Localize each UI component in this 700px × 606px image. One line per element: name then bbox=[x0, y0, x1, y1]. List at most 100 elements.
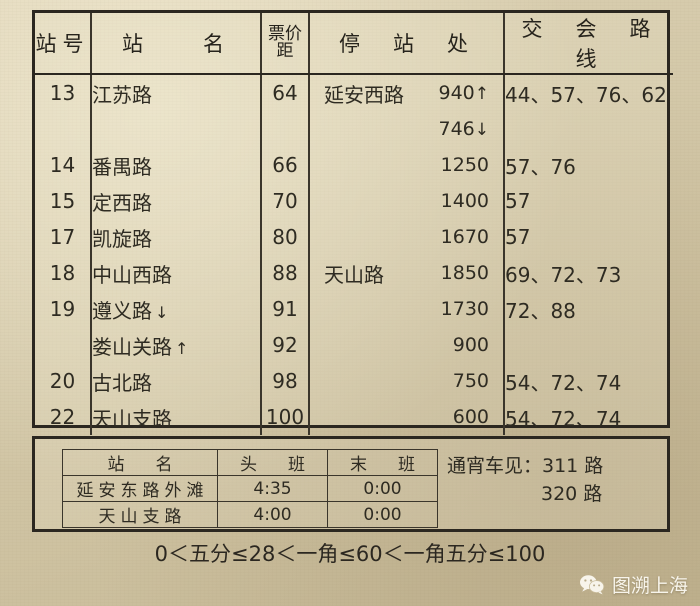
cell-station-no: 20 bbox=[35, 363, 92, 399]
station-name-text: 番禺路 bbox=[92, 154, 152, 179]
stop-location-name: 天山路 bbox=[324, 262, 384, 287]
cell-station-no: 14 bbox=[35, 147, 92, 183]
cell-stop-location: 746↓ bbox=[309, 111, 505, 147]
schedule-first-bus-time: 4:35 bbox=[217, 475, 328, 502]
cell-station-name: 中山西路 bbox=[91, 255, 262, 291]
cell-transfer-lines bbox=[504, 327, 673, 363]
header-transfer-lines: 交 会 路 线 bbox=[504, 13, 678, 75]
cell-transfer-lines: 57 bbox=[505, 189, 531, 213]
cell-stop-location: 1400 bbox=[309, 183, 505, 219]
stop-distance-number: 900 bbox=[452, 334, 489, 356]
first-last-bus-table: 站 名 头 班 末 班 延安东路外滩 4:35 0:00 天山支路 4:00 0:00 bbox=[62, 449, 438, 528]
stop-location-wrap: 延安西路 940↑ bbox=[310, 75, 503, 111]
schedule-header-last-bus: 末 班 bbox=[327, 449, 438, 476]
station-name-text: 中山西路 bbox=[92, 262, 172, 287]
stop-distance-number: 750 bbox=[452, 370, 489, 392]
header-stop-location: 停 站 处 bbox=[309, 13, 505, 75]
stop-distance-number: 1850 bbox=[440, 262, 489, 284]
stop-distance-value: 1400 bbox=[441, 190, 489, 212]
cell-fare-distance: 98 bbox=[261, 363, 310, 399]
stop-location-wrap: 1250 bbox=[310, 147, 503, 183]
cell-transfer-lines bbox=[504, 111, 673, 147]
night-service-line1: 通宵车见：311 路 bbox=[447, 455, 604, 477]
schedule-station-name: 天山支路 bbox=[62, 501, 218, 528]
cell-stop-location: 1670 bbox=[309, 219, 505, 255]
cell-transfer-lines: 44、57、76、62 bbox=[505, 82, 667, 107]
stop-distance-value: 1670 bbox=[441, 226, 489, 248]
station-name-text: 古北路 bbox=[92, 370, 152, 395]
cell-station-name: 天山支路 bbox=[91, 399, 262, 435]
table-row: 18 中山西路 88 天山路 1850 69、72、73 bbox=[35, 255, 673, 291]
distance-direction-arrow-icon: ↓ bbox=[474, 120, 489, 140]
header-station-no: 站号 bbox=[35, 13, 92, 75]
cell-fare-distance: 70 bbox=[261, 183, 310, 219]
cell-stop-location: 天山路 1850 bbox=[309, 255, 505, 291]
cell-stop-location: 600 bbox=[309, 399, 505, 435]
cell-station-no: 15 bbox=[35, 183, 92, 219]
table-row: 14 番禺路 66 1250 57、76 bbox=[35, 147, 673, 183]
stop-location-wrap: 天山路 1850 bbox=[310, 255, 503, 291]
night-service-note: 通宵车见：311 路 320 路 bbox=[447, 453, 603, 508]
stop-distance-value: 600 bbox=[453, 406, 489, 428]
stop-distance-number: 746 bbox=[438, 118, 475, 140]
route-table-frame: 站号 站 名 票价 距 停 站 处 交 会 路 线 13 江苏路 64 延安西路 940… bbox=[32, 10, 678, 435]
cell-station-name: 娄山关路 ↑ bbox=[91, 327, 262, 363]
stop-distance-number: 1400 bbox=[440, 190, 489, 212]
cell-transfer-lines: 72、88 bbox=[505, 298, 576, 323]
stop-location-wrap: 1670 bbox=[310, 219, 503, 255]
station-name-text: 天山支路 bbox=[92, 406, 172, 431]
cell-fare-distance: 88 bbox=[261, 255, 310, 291]
table-row: 746↓ bbox=[35, 111, 673, 147]
cell-stop-location: 900 bbox=[309, 327, 505, 363]
stop-location-wrap: 1730 bbox=[310, 291, 503, 327]
cell-station-name: 定西路 bbox=[91, 183, 262, 219]
cell-fare-distance bbox=[261, 111, 310, 147]
table-row: 15 定西路 70 1400 57 bbox=[35, 183, 673, 219]
stop-location-wrap: 750 bbox=[310, 363, 503, 399]
cell-stop-location: 1250 bbox=[309, 147, 505, 183]
cell-stop-location: 1730 bbox=[309, 291, 505, 327]
cell-station-no: 18 bbox=[35, 255, 92, 291]
stop-distance-number: 600 bbox=[452, 406, 489, 428]
stop-distance-value: 940↑ bbox=[438, 82, 489, 104]
header-station-name: 站 名 bbox=[91, 13, 262, 75]
cell-station-name: 番禺路 bbox=[91, 147, 262, 183]
stop-distance-value: 1850 bbox=[441, 262, 489, 284]
cell-transfer-lines: 57 bbox=[505, 225, 531, 249]
cell-transfer-lines: 54、72、74 bbox=[505, 370, 622, 395]
stop-distance-number: 1250 bbox=[440, 154, 489, 176]
table-row: 娄山关路 ↑ 92 900 bbox=[35, 327, 673, 363]
cell-transfer-lines: 57、76 bbox=[505, 154, 576, 179]
stop-location-wrap: 746↓ bbox=[310, 111, 503, 147]
cell-station-name bbox=[91, 111, 262, 147]
cell-stop-location: 延安西路 940↑ bbox=[309, 74, 505, 111]
schedule-row: 延安东路外滩 4:35 0:00 bbox=[62, 475, 438, 502]
cell-station-no bbox=[35, 111, 92, 147]
cell-fare-distance: 80 bbox=[261, 219, 310, 255]
table-row: 22 天山支路 100 600 54、72、74 bbox=[35, 399, 673, 435]
cell-fare-distance: 91 bbox=[261, 291, 310, 327]
cell-station-name: 古北路 bbox=[91, 363, 262, 399]
night-service-line2: 320 路 bbox=[541, 482, 603, 505]
stop-location-name: 延安西路 bbox=[324, 82, 404, 107]
watermark-label: 图溯上海 bbox=[611, 575, 688, 597]
header-fare-distance-line2: 距 bbox=[276, 41, 294, 61]
route-table: 站号 站 名 票价 距 停 站 处 交 会 路 线 13 江苏路 64 延安西路 940… bbox=[35, 13, 678, 435]
cell-fare-distance: 92 bbox=[261, 327, 310, 363]
watermark: 图溯上海 bbox=[579, 571, 688, 598]
stop-distance-number: 1730 bbox=[440, 298, 489, 320]
header-fare-distance-line1: 票价 bbox=[268, 24, 302, 44]
cell-station-no: 22 bbox=[35, 399, 92, 435]
schedule-station-name: 延安东路外滩 bbox=[62, 475, 218, 502]
cell-fare-distance: 100 bbox=[261, 399, 310, 435]
stop-location-wrap: 600 bbox=[310, 399, 503, 435]
schedule-header-row: 站 名 头 班 末 班 bbox=[62, 449, 438, 476]
schedule-header-station: 站 名 bbox=[62, 449, 218, 476]
stop-distance-number: 1670 bbox=[440, 226, 489, 248]
schedule-last-bus-time: 0:00 bbox=[327, 501, 438, 528]
station-name-text: 定西路 bbox=[92, 190, 152, 215]
stop-distance-value: 1250 bbox=[441, 154, 489, 176]
stop-distance-value: 1730 bbox=[441, 298, 489, 320]
direction-arrow-icon: ↓ bbox=[155, 302, 169, 322]
station-name-text: 娄山关路 bbox=[92, 334, 172, 359]
